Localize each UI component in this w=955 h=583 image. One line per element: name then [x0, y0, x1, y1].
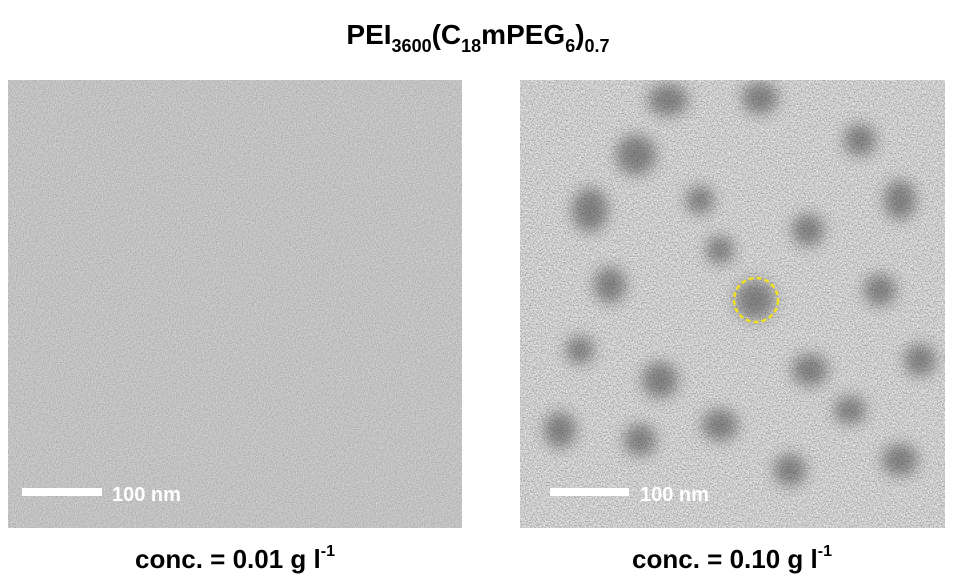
title-text: (C: [432, 19, 462, 50]
scale-bar: [550, 488, 629, 496]
scale-bar: [22, 488, 102, 496]
caption-text: conc. = 0.01 g l: [135, 544, 321, 574]
caption: conc. = 0.10 g l-1: [632, 543, 832, 574]
title-text: mPEG: [481, 19, 565, 50]
scale-bar-label: 100 nm: [640, 484, 709, 506]
title-sub: 3600: [392, 36, 432, 56]
caption-sup: -1: [321, 543, 335, 560]
caption-sup: -1: [818, 543, 832, 560]
caption: conc. = 0.01 g l-1: [135, 543, 335, 574]
title-sub: 18: [461, 36, 481, 56]
title-sub: 6: [565, 36, 575, 56]
title: PEI3600(C18mPEG6)0.7: [346, 19, 609, 56]
title-sub: 0.7: [585, 36, 610, 56]
title-text: ): [575, 19, 584, 50]
title-text: PEI: [346, 19, 391, 50]
caption-text: conc. = 0.10 g l: [632, 544, 818, 574]
micrograph: [8, 80, 462, 528]
figure: PEI3600(C18mPEG6)0.7 100 nm 100 nm conc.…: [0, 0, 955, 583]
scale-bar-label: 100 nm: [112, 484, 181, 506]
